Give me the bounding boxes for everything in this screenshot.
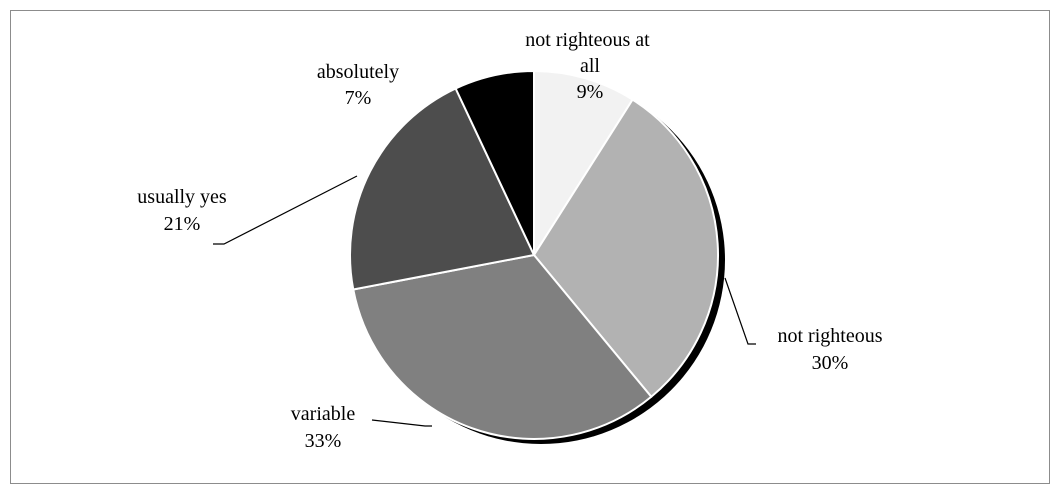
slice-name-usually-yes: usually yes [137,186,227,208]
slice-name-not-righteous: not righteous [778,325,883,347]
data-labels: not righteous at all 9% absolutely 7% us… [137,29,882,452]
leader-lines [213,175,756,427]
slice-percent-variable: 33% [305,430,342,452]
pie-slice-not-righteous-at-all [533,70,634,256]
pie-slices [349,70,719,440]
slice-label-not-righteous-at-all: not righteous at all [525,29,654,77]
leader-line-usually-yes [213,175,358,245]
leader-line-not-righteous [724,277,756,345]
slice-name-line-1: not righteous at [525,29,650,51]
slice-percent-absolutely: 7% [345,87,372,109]
slice-percent-not-righteous: 30% [812,352,849,374]
pie-slice-not-righteous [533,98,719,398]
slice-name-variable: variable [291,403,356,425]
slice-percent-usually-yes: 21% [164,213,201,235]
leader-line-variable [371,419,432,427]
slice-name-absolutely: absolutely [317,61,399,83]
pie-slice-usually-yes [349,87,535,291]
slice-percent-not-righteous-at-all: 9% [577,81,604,103]
pie-slice-absolutely [454,70,535,256]
pie-slice-variable [352,254,653,440]
slice-name-line-2: all [580,55,600,77]
